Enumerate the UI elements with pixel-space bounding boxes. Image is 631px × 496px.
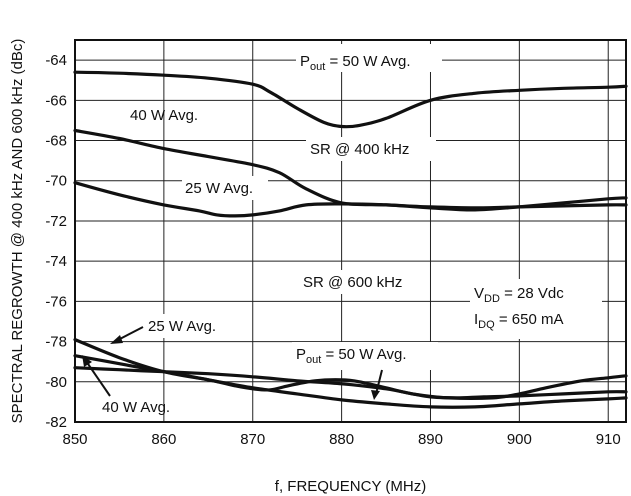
y-tick-label: -82 [45,414,67,431]
label-background [306,137,436,161]
idq-label: IDQ = 650 mA [474,311,563,331]
y-tick-label: -68 [45,133,67,150]
y-tick-label: -72 [45,213,67,230]
label-background [144,314,234,338]
y-tick-label: -66 [45,92,67,109]
y-tick-label: -70 [45,173,67,190]
y-tick-label: -76 [45,293,67,310]
x-tick-label: 850 [62,431,87,448]
label-background [292,342,438,370]
x-tick-label: 910 [596,431,621,448]
y-tick-label: -64 [45,52,67,69]
vdd-label: VDD = 28 Vdc [474,285,564,305]
pout-50w-bottom-label: Pout = 50 W Avg. [296,346,407,366]
label-background [296,44,442,72]
pout-50w-top-label: Pout = 50 W Avg. [300,53,411,73]
x-tick-label: 860 [151,431,176,448]
x-tick-label: 890 [418,431,443,448]
pointer-pout-50w-bottom [375,369,383,395]
x-tick-label: 880 [329,431,354,448]
x-axis-title: f, FREQUENCY (MHz) [275,478,426,495]
label-background [182,176,268,200]
arrowhead-40w-bottom [82,355,92,367]
tick-labels: 850 860 870 880 890 900 910 -64 -66 -68 -70 -72 -74 -… [45,52,620,448]
series-line-0 [73,70,628,129]
arrowhead-25w-bottom [110,335,123,344]
40w-bottom-label: 40 W Avg. [102,399,170,416]
label-background [470,279,602,339]
x-tick-label: 900 [507,431,532,448]
pointer-40w-bottom [85,360,111,397]
series-line-4 [73,354,628,400]
arrowhead-pout-50w-bottom [371,390,380,400]
y-tick-label: -80 [45,374,67,391]
25w-bottom-label: 25 W Avg. [148,318,216,335]
plot-frame [74,39,627,423]
sr-400khz-label: SR @ 400 kHz [310,141,409,158]
series-line-2 [73,181,628,218]
label-background [298,270,426,294]
40w-top-label: 40 W Avg. [130,107,198,124]
data-series [73,70,628,409]
y-axis-title: SPECTRAL REGROWTH @ 400 kHz AND 600 kHz … [9,39,26,424]
sr-600khz-label: SR @ 600 kHz [303,274,402,291]
annotations: Pout = 50 W Avg. 40 W Avg. SR @ 400 kHz … [82,44,602,416]
y-tick-label: -74 [45,253,67,270]
series-line-5 [73,366,628,400]
25w-top-label: 25 W Avg. [185,180,253,197]
y-tick-label: -78 [45,334,67,351]
x-tick-label: 870 [240,431,265,448]
